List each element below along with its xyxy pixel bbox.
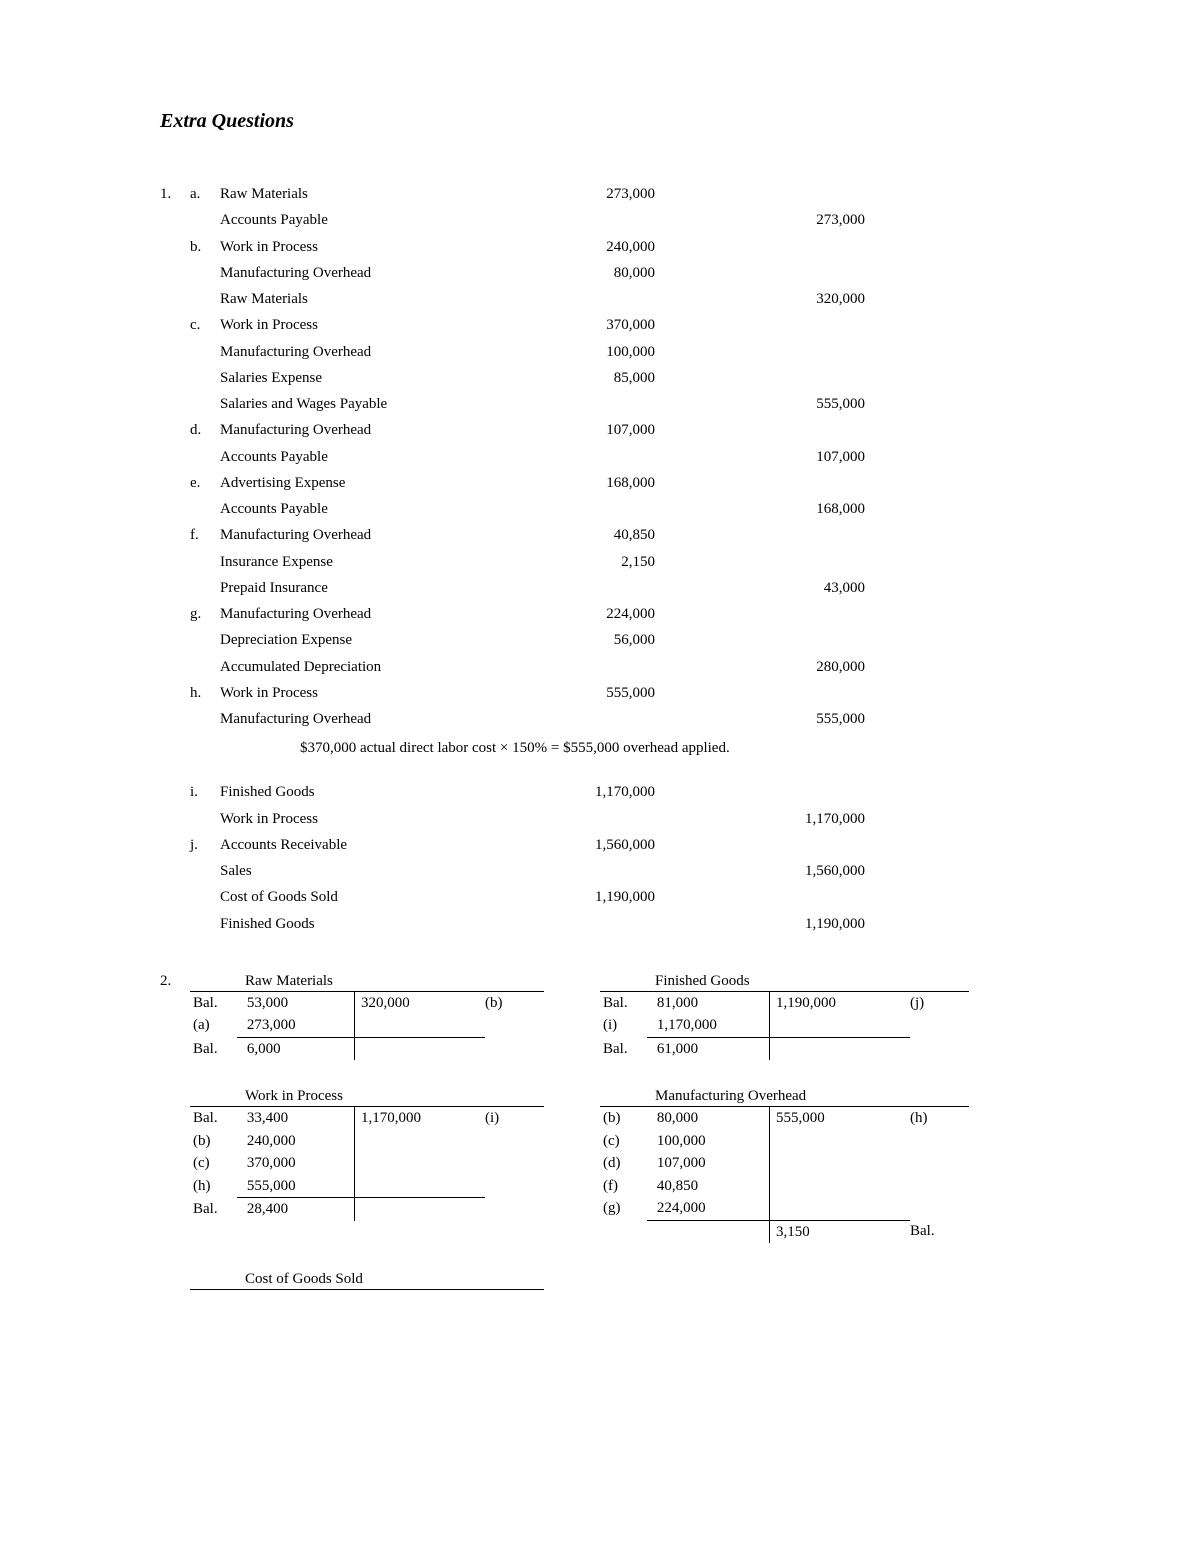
journal-row: e.Advertising Expense168,000 (160, 470, 1040, 496)
journal-row: Accounts Payable168,000 (160, 496, 1040, 522)
journal-row: Manufacturing Overhead555,000 (160, 706, 1040, 732)
journal-row: Salaries and Wages Payable555,000 (160, 391, 1040, 417)
journal-row: Insurance Expense2,150 (160, 549, 1040, 575)
journal-row: Cost of Goods Sold1,190,000 (160, 884, 1040, 910)
journal-row: j.Accounts Receivable1,560,000 (160, 832, 1040, 858)
journal-row: g.Manufacturing Overhead224,000 (160, 601, 1040, 627)
journal-row: f.Manufacturing Overhead40,850 (160, 522, 1040, 548)
t-accounts-section: 2. Raw MaterialsBal.53,000(a)273,000Bal.… (160, 973, 1040, 1291)
journal-row: i.Finished Goods1,170,000 (160, 779, 1040, 805)
journal-row: Salaries Expense85,000 (160, 365, 1040, 391)
t-account-moh: Manufacturing Overhead(b)80,000(c)100,00… (600, 1088, 969, 1243)
t-account-raw-materials: Raw MaterialsBal.53,000(a)273,000Bal.6,0… (190, 973, 544, 1061)
journal-row: Raw Materials320,000 (160, 286, 1040, 312)
journal-row: Accumulated Depreciation280,000 (160, 654, 1040, 680)
journal-row: Work in Process1,170,000 (160, 806, 1040, 832)
journal-row: h.Work in Process555,000 (160, 680, 1040, 706)
journal-row: Depreciation Expense56,000 (160, 627, 1040, 653)
journal-entries: 1.a.Raw Materials273,000Accounts Payable… (160, 181, 1040, 732)
t-account-wip: Work in ProcessBal.33,400(b)240,000(c)37… (190, 1088, 544, 1243)
journal-row: Accounts Payable107,000 (160, 444, 1040, 470)
journal-row: b.Work in Process240,000 (160, 234, 1040, 260)
journal-row: Manufacturing Overhead80,000 (160, 260, 1040, 286)
question-number-2: 2. (160, 973, 190, 1061)
journal-row: Prepaid Insurance43,000 (160, 575, 1040, 601)
journal-row: Manufacturing Overhead100,000 (160, 339, 1040, 365)
note-h: $370,000 actual direct labor cost × 150%… (220, 740, 1040, 769)
t-account-finished-goods: Finished GoodsBal.81,000(i)1,170,000Bal.… (600, 973, 969, 1061)
journal-row: Finished Goods1,190,000 (160, 911, 1040, 937)
journal-row: Accounts Payable273,000 (160, 207, 1040, 233)
t-account-cogs: Cost of Goods Sold (190, 1271, 544, 1290)
journal-entries-2: i.Finished Goods1,170,000Work in Process… (160, 779, 1040, 937)
t-account-title: Raw Materials (190, 973, 544, 992)
journal-row: Sales1,560,000 (160, 858, 1040, 884)
t-account-title: Cost of Goods Sold (190, 1271, 544, 1290)
journal-row: c.Work in Process370,000 (160, 312, 1040, 338)
page-title: Extra Questions (160, 110, 1040, 133)
t-account-title: Work in Process (190, 1088, 544, 1107)
journal-row: d.Manufacturing Overhead107,000 (160, 417, 1040, 443)
t-account-title: Finished Goods (600, 973, 969, 992)
t-account-title: Manufacturing Overhead (600, 1088, 969, 1107)
journal-row: 1.a.Raw Materials273,000 (160, 181, 1040, 207)
